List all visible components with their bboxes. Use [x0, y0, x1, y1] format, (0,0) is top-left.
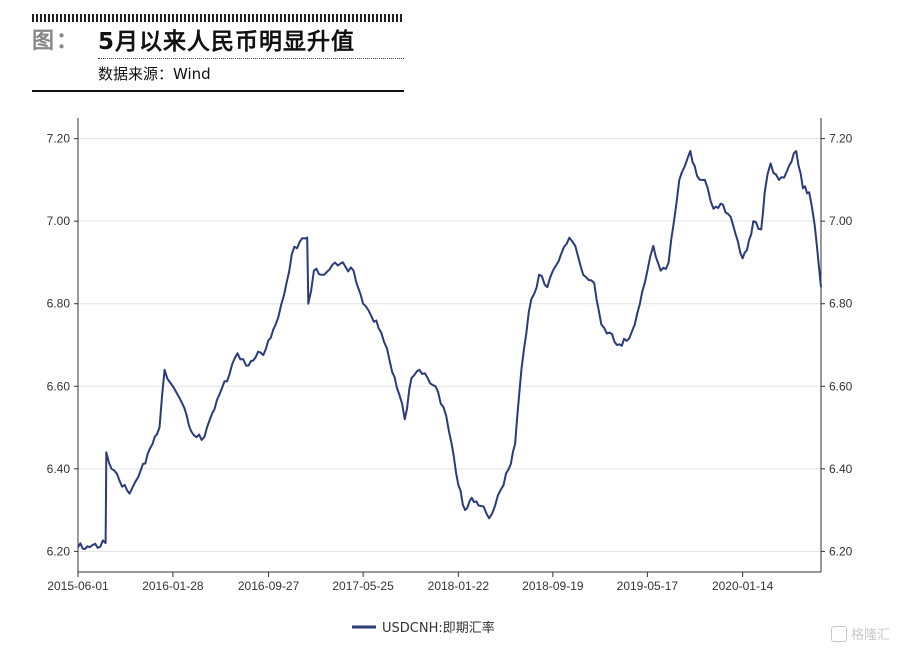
- y-tick-label-right: 6.20: [829, 544, 853, 558]
- watermark: 格隆汇: [830, 624, 890, 643]
- figure-label: 图：: [32, 29, 81, 54]
- data-source: 数据来源：Wind: [98, 65, 211, 83]
- grid-lines: [78, 138, 821, 552]
- watermark-text: 格隆汇: [850, 628, 890, 643]
- y-tick-label-right: 7.00: [829, 214, 853, 228]
- y-axis-left: 6.20 6.40 6.60 6.80 7.00 7.20: [47, 132, 78, 558]
- x-tick-label: 2018-09-19: [522, 579, 584, 593]
- axes: [77, 118, 822, 573]
- y-tick-label-left: 6.20: [47, 544, 71, 558]
- x-tick-label: 2017-05-25: [332, 579, 394, 593]
- series-group: [77, 150, 822, 550]
- y-tick-label-left: 6.80: [47, 297, 71, 311]
- title-divider: [98, 58, 404, 59]
- x-tick-label: 2016-09-27: [238, 579, 300, 593]
- y-tick-label-right: 6.80: [829, 297, 853, 311]
- y-axis-right: 6.20 6.40 6.60 6.80 7.00 7.20: [821, 132, 853, 558]
- y-tick-label-right: 6.60: [829, 379, 853, 393]
- x-tick-label: 2020-01-14: [712, 579, 774, 593]
- x-tick-label: 2018-01-22: [428, 579, 490, 593]
- legend-label: USDCNH:即期汇率: [382, 620, 495, 636]
- y-tick-label-right: 6.40: [829, 462, 853, 476]
- series-line: [77, 150, 822, 550]
- chart-title: 5月以来人民币明显升值: [98, 29, 356, 55]
- y-tick-label-right: 7.20: [829, 132, 853, 146]
- y-tick-label-left: 7.20: [47, 132, 71, 146]
- x-axis: 2015-06-01 2016-01-28 2016-09-27 2017-05-25…: [47, 572, 774, 593]
- legend[interactable]: USDCNH:即期汇率: [352, 620, 495, 636]
- x-tick-label: 2016-01-28: [142, 579, 204, 593]
- title-row: 图： 5月以来人民币明显升值: [32, 22, 404, 56]
- x-tick-label: 2015-06-01: [47, 579, 109, 593]
- brand-logo-icon: [830, 625, 847, 642]
- y-tick-label-left: 6.60: [47, 379, 71, 393]
- header-rule: [32, 90, 404, 92]
- chart-header: 图： 5月以来人民币明显升值 数据来源：Wind: [32, 14, 404, 92]
- header-dash-bar: [32, 14, 404, 22]
- y-tick-label-left: 6.40: [47, 462, 71, 476]
- x-tick-label: 2019-05-17: [617, 579, 679, 593]
- y-tick-label-left: 7.00: [47, 214, 71, 228]
